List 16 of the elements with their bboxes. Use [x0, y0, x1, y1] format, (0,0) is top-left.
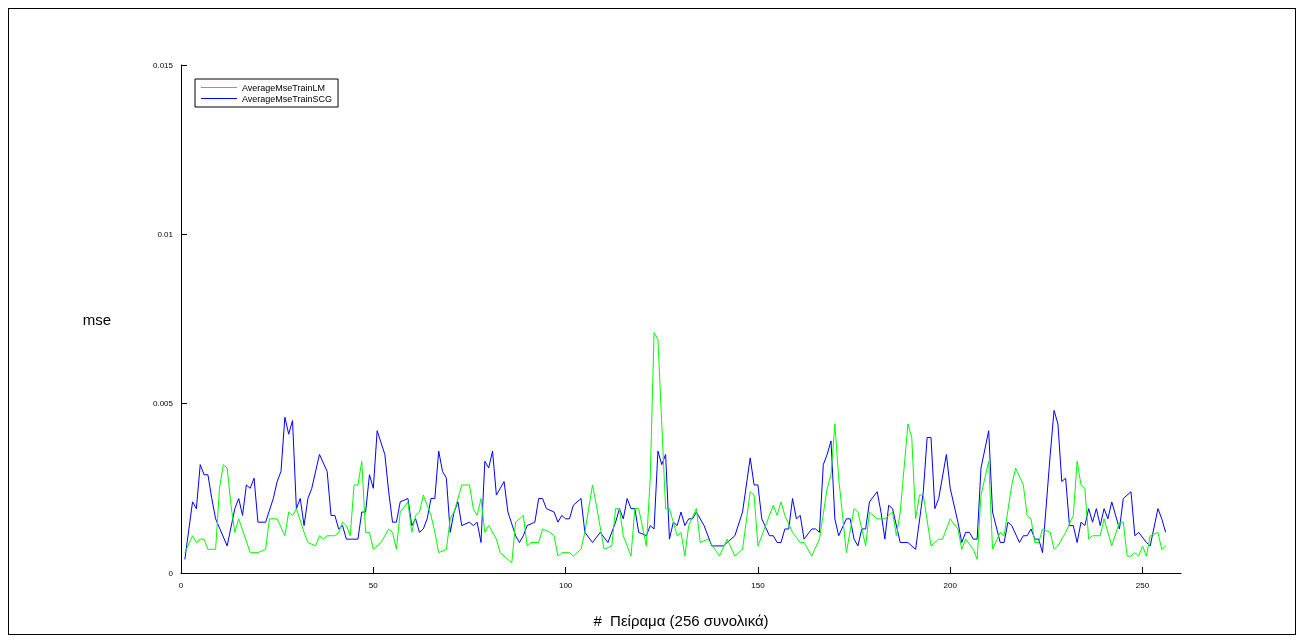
x-tick-label: 200 [943, 580, 958, 590]
y-tick-label: 0.01 [157, 229, 174, 239]
legend-label: AverageMseTrainLM [242, 82, 326, 93]
x-tick-label: 150 [751, 580, 766, 590]
y-tick-label: 0.015 [152, 60, 174, 70]
y-axis-title: mse [82, 310, 111, 328]
x-tick-label: 50 [368, 580, 379, 590]
x-tick-label: 100 [558, 580, 573, 590]
y-tick-label: 0 [168, 568, 174, 578]
legend-label: AverageMseTrainSCG [242, 93, 333, 104]
x-tick-label: 0 [178, 580, 184, 590]
x-axis-title: # Πείραμα (256 συνολικά) [593, 612, 769, 629]
x-tick-label: 250 [1135, 580, 1150, 590]
line-series [184, 332, 1167, 564]
y-tick-label: 0.005 [152, 399, 174, 409]
line-series [184, 409, 1167, 560]
